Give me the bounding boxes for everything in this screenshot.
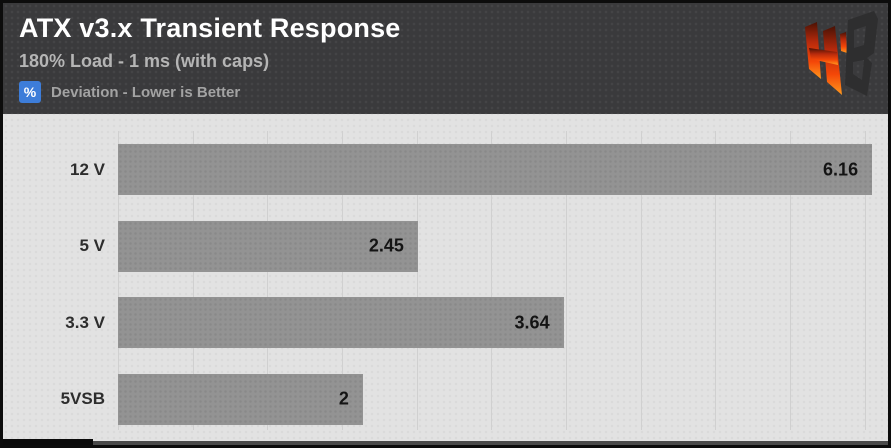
logo-letter-b xyxy=(845,11,878,96)
footer-accent-bar xyxy=(3,439,93,445)
legend-label: Deviation - Lower is Better xyxy=(51,83,241,101)
gridline xyxy=(640,131,642,430)
gridline xyxy=(342,131,344,430)
category-label: 12 V xyxy=(70,159,105,179)
value-label: 2.45 xyxy=(368,235,404,256)
bar-row: 12 V 6.16 xyxy=(70,144,877,195)
footer-bar xyxy=(3,441,888,445)
chart-subtitle: 180% Load - 1 ms (with caps) xyxy=(19,51,270,71)
gridline xyxy=(192,131,194,430)
bar-row: 5VSB 2 xyxy=(61,373,877,425)
gridline xyxy=(118,131,119,430)
gridline xyxy=(267,131,269,430)
bar: 2.45 xyxy=(118,220,418,272)
category-label: 5 V xyxy=(79,236,105,255)
bar-row: 3.3 V 3.64 xyxy=(65,297,877,348)
legend-row: % Deviation - Lower is Better xyxy=(19,81,888,103)
percent-badge-icon: % xyxy=(19,81,41,103)
gridline xyxy=(715,131,717,430)
category-label: 5VSB xyxy=(60,389,105,408)
category-label: 3.3 V xyxy=(65,312,105,332)
chart-title: ATX v3.x Transient Response xyxy=(19,13,401,43)
value-label: 2 xyxy=(338,388,349,409)
gridline xyxy=(416,131,418,430)
logo-letter-h xyxy=(805,22,847,95)
bar: 3.64 xyxy=(118,297,564,348)
bar-row: 5 V 2.45 xyxy=(79,220,877,272)
gridline xyxy=(864,131,866,430)
gridline xyxy=(491,131,493,430)
brand-logo-icon xyxy=(805,11,878,96)
bar: 2 xyxy=(118,373,363,425)
chart-header: ATX v3.x Transient Response 180% Load - … xyxy=(3,3,888,114)
value-label: 3.64 xyxy=(514,312,550,332)
bar-chart-plot: 12 V 6.16 5 V 2.45 3.3 V 3.64 5VSB 2 xyxy=(61,131,877,430)
value-label: 6.16 xyxy=(823,159,859,179)
gridline xyxy=(566,131,568,430)
gridline xyxy=(790,131,792,430)
bar: 6.16 xyxy=(118,144,873,195)
